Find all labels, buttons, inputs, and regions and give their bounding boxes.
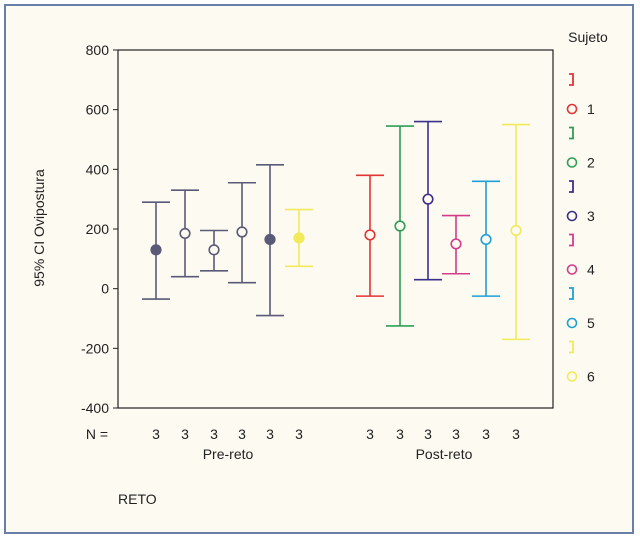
legend-label: 4 (587, 262, 595, 278)
mean-marker (364, 229, 376, 241)
n-value: 3 (396, 426, 404, 442)
legend-circle-symbol (566, 371, 578, 382)
group-label: Pre-reto (203, 446, 254, 462)
group-label: Post-reto (416, 446, 473, 462)
legend: 1 2 3 4 5 6 (566, 73, 595, 385)
n-value: 3 (238, 426, 246, 442)
legend-circle-symbol (566, 103, 578, 115)
mean-marker (150, 244, 162, 256)
legend-bar-symbol (569, 73, 574, 86)
mean-marker (480, 233, 492, 246)
mean-marker (208, 244, 220, 256)
y-tick-label: 600 (86, 102, 110, 118)
legend-label: 6 (587, 369, 595, 385)
y-axis: -400 -200 0 200 400 600 800 (81, 42, 118, 416)
legend-circle-symbol (566, 264, 578, 275)
legend-circle-symbol (566, 157, 578, 168)
n-value: 3 (366, 426, 374, 442)
n-value: 3 (181, 426, 189, 442)
n-value: 3 (295, 426, 303, 442)
error-bars (142, 120, 530, 341)
n-value: 3 (152, 426, 160, 442)
mean-marker (264, 233, 276, 246)
mean-marker (179, 227, 191, 240)
legend-circle-symbol (566, 210, 578, 222)
legend-label: 2 (587, 155, 595, 171)
legend-bar-symbol (569, 180, 574, 193)
legend-label: 1 (587, 101, 595, 117)
legend-bar-symbol (569, 126, 574, 140)
legend-bar-symbol (569, 287, 574, 300)
n-value: 3 (512, 426, 520, 442)
y-tick-label: 0 (101, 281, 109, 297)
y-axis-label: 95% CI Ovipostura (31, 169, 47, 287)
legend-title: Sujeto (568, 29, 608, 45)
x-axis-label: RETO (118, 491, 157, 507)
n-value: 3 (210, 426, 218, 442)
mean-marker (450, 238, 462, 250)
mean-marker (422, 193, 434, 205)
legend-circle-symbol (566, 317, 578, 329)
mean-marker (510, 224, 522, 237)
n-value: 3 (452, 426, 460, 442)
legend-bar-symbol (569, 340, 574, 354)
legend-bar-symbol (569, 233, 574, 247)
y-tick-label: -400 (81, 400, 109, 416)
n-value: 3 (424, 426, 432, 442)
y-tick-label: -200 (81, 340, 109, 356)
y-tick-label: 800 (86, 42, 110, 58)
y-tick-label: 200 (86, 221, 110, 237)
y-tick-label: 400 (86, 161, 110, 177)
n-value: 3 (266, 426, 274, 442)
mean-marker (394, 220, 406, 232)
n-row: 3 3 3 3 3 3 3 3 3 3 3 3 Pre-reto Post-reto (152, 426, 520, 462)
mean-marker (236, 226, 248, 238)
n-label: N = (86, 426, 108, 442)
n-value: 3 (482, 426, 490, 442)
legend-label: 5 (587, 315, 595, 331)
legend-label: 3 (587, 208, 595, 224)
mean-marker (293, 232, 305, 244)
chart-frame (4, 4, 634, 534)
